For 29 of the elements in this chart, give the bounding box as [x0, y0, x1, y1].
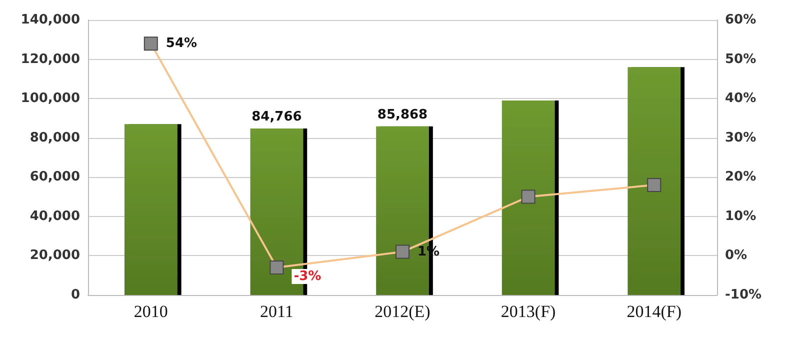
y2-tick-label: 0%: [725, 248, 748, 264]
x-tick-label: 2012(E): [374, 302, 430, 321]
y2-tick-label: 50%: [725, 52, 756, 67]
x-tick-label: 2011: [260, 302, 294, 321]
data-label: 54%: [166, 36, 198, 52]
y-tick-label: 40,000: [30, 208, 80, 224]
y2-tick-label: -10%: [725, 288, 762, 302]
y2-tick-label: 30%: [725, 130, 756, 146]
bar: [628, 67, 681, 295]
data-label: -3%: [294, 269, 322, 284]
y-tick-label: 60,000: [30, 170, 80, 185]
y-tick-label: 80,000: [30, 130, 80, 146]
bar: [502, 100, 555, 295]
x-tick-label: 2014(F): [626, 302, 682, 321]
data-label: 84,766: [252, 109, 302, 124]
bar: [124, 124, 178, 295]
y-tick-label: 100,000: [20, 91, 80, 106]
y2-tick-label: 60%: [725, 12, 756, 28]
y2-tick-label: 20%: [725, 170, 756, 185]
y-tick-label: 20,000: [30, 248, 80, 264]
y2-tick-label: 10%: [725, 208, 756, 224]
data-label: 1%: [418, 244, 440, 260]
x-tick-label: 2013(F): [500, 302, 556, 321]
y-tick-label: 120,000: [20, 52, 80, 67]
y-tick-label: 140,000: [20, 12, 80, 28]
y2-tick-label: 40%: [725, 91, 756, 106]
x-tick-label: 2010: [134, 302, 168, 321]
data-label: 85,868: [377, 107, 428, 122]
y-tick-label: 0: [70, 288, 80, 302]
